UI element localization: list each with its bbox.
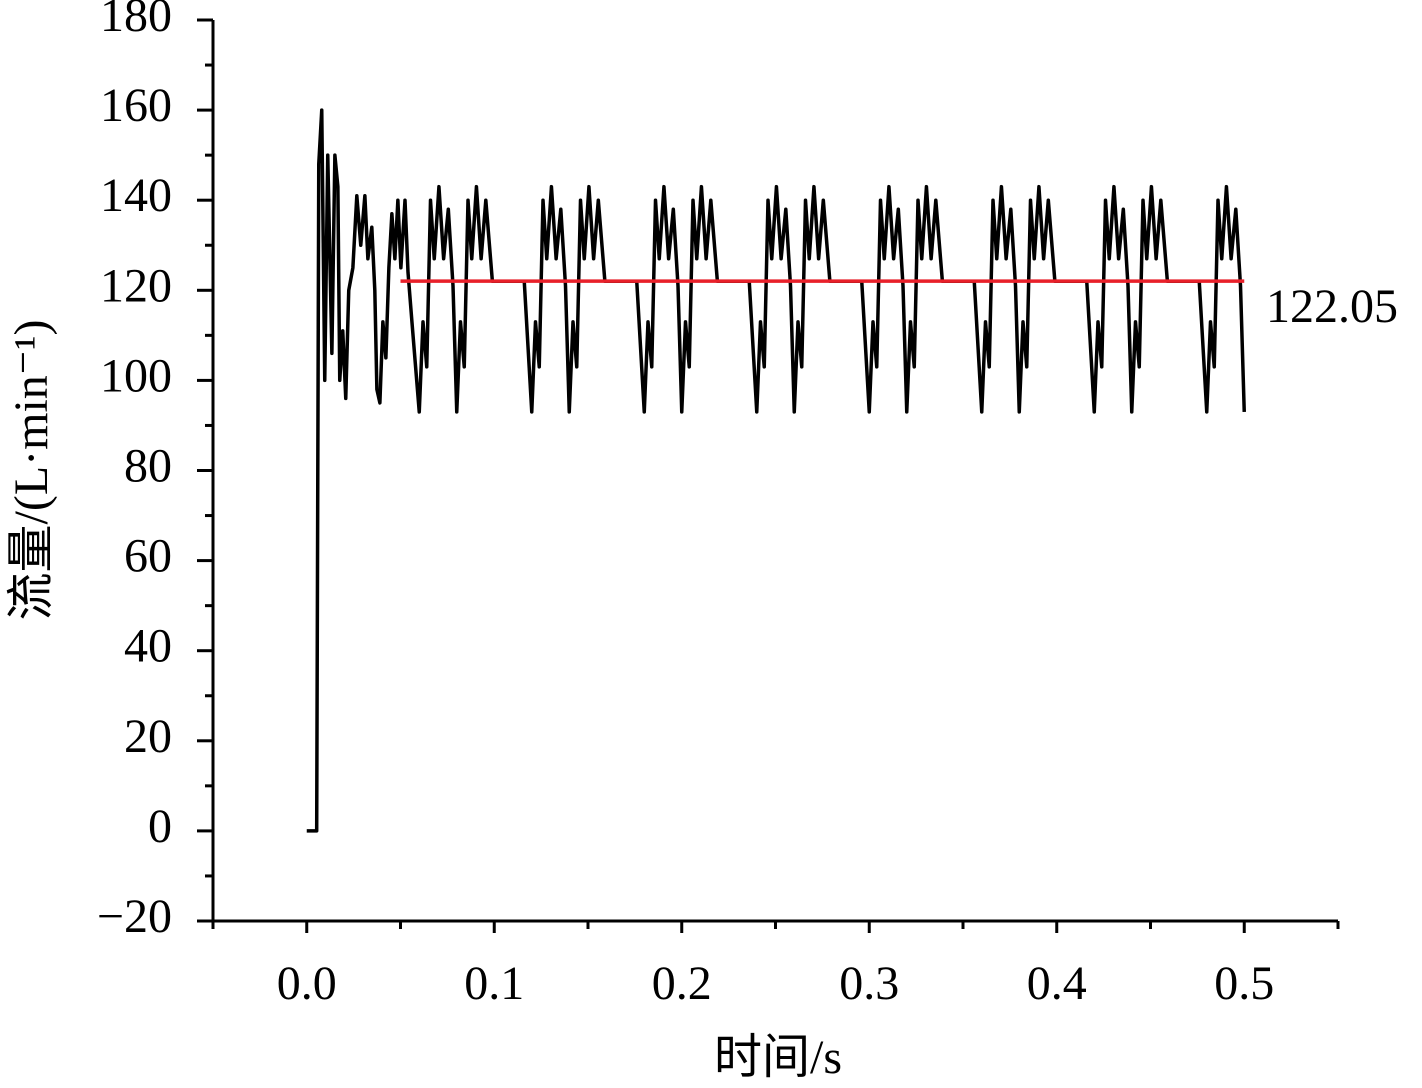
x-tick-label: 0.1 xyxy=(464,957,524,1010)
x-tick-label: 0.5 xyxy=(1214,957,1274,1010)
mean-label: 122.05 xyxy=(1266,280,1398,333)
y-tick-label: −20 xyxy=(97,890,172,943)
x-axis-title: 时间/s xyxy=(714,1031,842,1084)
y-tick-label: 20 xyxy=(124,710,172,763)
x-tick-label: 0.2 xyxy=(652,957,712,1010)
y-tick-label: 180 xyxy=(100,0,172,42)
x-tick-label: 0.4 xyxy=(1027,957,1087,1010)
y-tick-label: 40 xyxy=(124,620,172,673)
data-line xyxy=(306,108,1246,833)
y-tick-label: 100 xyxy=(100,349,172,402)
x-tick-label: 0.0 xyxy=(277,957,337,1010)
x-tick-label: 0.3 xyxy=(839,957,899,1010)
y-tick-label: 80 xyxy=(124,440,172,493)
y-tick-label: 0 xyxy=(148,800,172,853)
y-tick-label: 140 xyxy=(100,169,172,222)
y-axis-title: 流量/(L·min⁻¹) xyxy=(5,319,58,620)
y-tick-label: 160 xyxy=(100,79,172,132)
y-tick-label: 60 xyxy=(124,530,172,583)
y-tick-label: 120 xyxy=(100,259,172,312)
